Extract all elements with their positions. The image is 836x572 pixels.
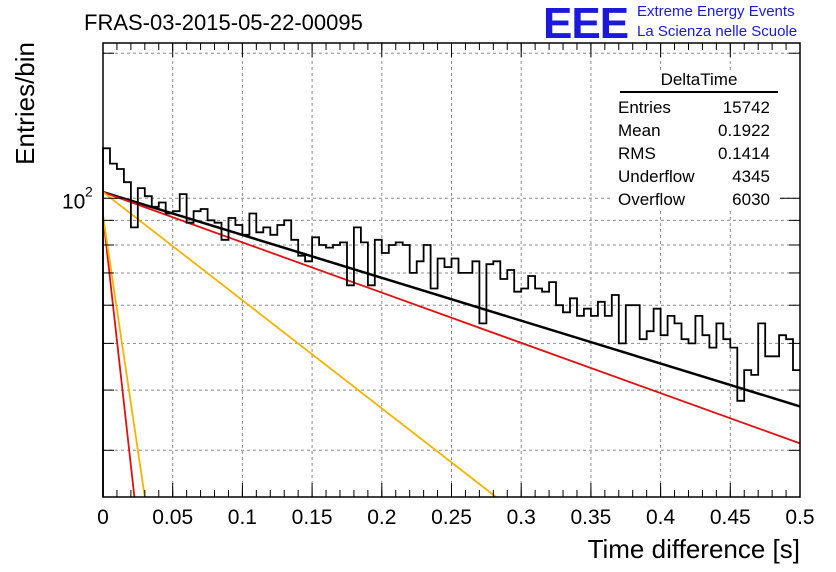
fit-curve-yellow xyxy=(102,191,497,498)
x-tick-label: 0.15 xyxy=(292,506,333,529)
x-tick-label: 0.1 xyxy=(228,506,257,529)
fit-curve-black xyxy=(102,190,801,408)
stats-value: 0.1414 xyxy=(718,144,770,163)
stats-label: Underflow xyxy=(618,167,695,186)
x-tick-label: 0.25 xyxy=(431,506,472,529)
histogram xyxy=(102,147,800,497)
y-tick-label-exponent: 2 xyxy=(85,183,93,199)
fit-curve-red xyxy=(102,215,136,498)
x-tick-label: 0.05 xyxy=(152,506,193,529)
stats-value: 6030 xyxy=(732,190,770,209)
stats-row-mean: Mean 0.1922 xyxy=(612,119,778,142)
x-tick-label: 0.35 xyxy=(570,506,611,529)
logo-line-2: La Scienza nelle Scuole xyxy=(637,23,798,40)
stats-label: Overflow xyxy=(618,190,686,209)
fit-curve-red xyxy=(102,191,801,445)
stats-label: Mean xyxy=(618,121,661,140)
stats-row-overflow: Overflow 6030 xyxy=(612,188,778,211)
stats-value: 4345 xyxy=(732,167,770,186)
stats-box: DeltaTime Entries 15742 Mean 0.1922 RMS … xyxy=(612,70,778,211)
logo-line-1: Extreme Energy Events xyxy=(637,3,795,20)
stats-value: 0.1922 xyxy=(718,121,770,140)
x-tick-label: 0.3 xyxy=(507,506,536,529)
stats-label: RMS xyxy=(618,144,656,163)
axis-ticks xyxy=(102,43,801,497)
stats-row-rms: RMS 0.1414 xyxy=(612,142,778,165)
x-axis-title: Time difference [s] xyxy=(588,534,800,564)
x-tick-label: 0.5 xyxy=(785,506,814,529)
histogram-steps xyxy=(102,147,800,497)
stats-value: 15742 xyxy=(722,98,770,117)
stats-row-underflow: Underflow 4345 xyxy=(612,165,778,188)
y-axis-title: Entries/bin xyxy=(10,42,40,165)
fit-curve-yellow xyxy=(102,215,146,498)
stats-row-entries: Entries 15742 xyxy=(612,96,778,119)
y-tick-label: 10 xyxy=(62,190,85,213)
stats-label: Entries xyxy=(618,98,671,117)
stats-title: DeltaTime xyxy=(620,70,778,93)
x-tick-label: 0.4 xyxy=(646,506,676,529)
fit-curves xyxy=(102,190,801,498)
eee-logo-mark: EEE xyxy=(543,0,629,48)
x-tick-label: 0.2 xyxy=(367,506,396,529)
x-tick-label: 0.45 xyxy=(710,506,751,529)
page-title: FRAS-03-2015-05-22-00095 xyxy=(84,10,363,35)
axis-labels: 0 0.05 0.1 0.15 0.2 0.25 0.3 0.35 0.4 0.45 0.5 10 2 T… xyxy=(10,42,815,564)
x-tick-label: 0 xyxy=(97,506,109,529)
